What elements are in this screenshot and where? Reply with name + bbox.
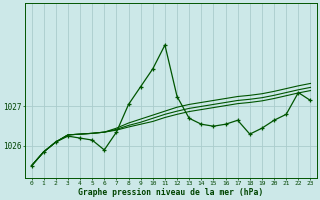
X-axis label: Graphe pression niveau de la mer (hPa): Graphe pression niveau de la mer (hPa) (78, 188, 264, 197)
